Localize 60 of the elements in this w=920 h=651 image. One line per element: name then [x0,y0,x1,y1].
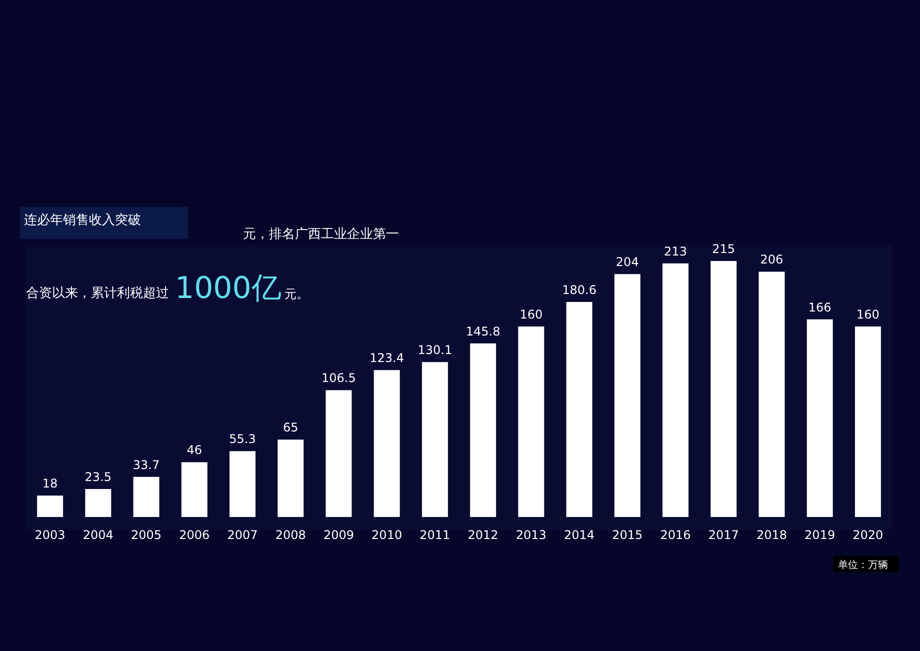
x-tick-label: 2019 [804,528,836,542]
data-label: 213 [664,244,687,258]
bar [278,440,304,517]
text: 元，排名广西工业企业第一 [243,227,399,242]
bar [422,362,448,517]
bar [614,274,640,517]
data-label: 18 [42,476,58,491]
x-tick-label: 2014 [564,528,595,542]
x-tick-label: 2005 [131,528,162,542]
bar [181,462,208,517]
bar [806,319,833,517]
data-label: 130.1 [418,343,452,358]
x-tick-label: 2009 [323,528,354,542]
data-label: 180.6 [562,282,596,297]
x-tick-label: 2020 [852,528,884,542]
data-label: 206 [760,252,784,267]
data-label: 33.7 [132,458,160,472]
data-label: 160 [856,307,880,322]
x-tick-label: 2006 [179,528,210,542]
bar [230,451,256,517]
bar [374,370,400,517]
x-tick-label: 2010 [372,528,402,542]
x-tick-label: 2003 [34,528,66,542]
x-tick-label: 2016 [660,528,691,542]
text: 连必年销售收入突破 [24,213,141,228]
data-label: 215 [712,242,736,256]
data-label: 166 [808,300,832,314]
x-tick-label: 2011 [420,528,450,542]
data-label: 65 [282,420,298,435]
x-tick-label: 2007 [227,528,258,542]
bar [37,496,64,517]
bar [854,326,881,517]
x-tick-label: 2012 [468,528,498,542]
data-label: 204 [616,255,639,270]
x-tick-label: 2013 [516,528,546,542]
x-tick-label: 2017 [708,528,739,542]
data-label: 160 [520,307,543,322]
bar [470,343,496,517]
data-label: 55.3 [229,432,256,446]
x-tick-label: 2018 [756,528,787,542]
x-tick-label: 2015 [612,528,643,542]
data-label: 123.4 [370,351,404,366]
data-label: 23.5 [84,470,112,484]
data-label: 145.8 [466,324,500,338]
annotation: 元。 [284,287,308,301]
text: 单位：万辆 [838,559,888,571]
bar [326,390,352,517]
bar [133,476,160,517]
bar [85,489,112,517]
data-label: 46 [186,443,202,458]
x-tick-label: 2004 [82,528,114,542]
bar [518,326,544,517]
x-tick-label: 2008 [275,528,306,542]
data-label: 106.5 [322,371,356,386]
annotation: 合资以来，累计利税超过 [26,286,169,301]
bar [662,263,688,517]
bar [566,302,592,517]
bar [710,261,737,517]
bar [758,272,785,517]
annotation: 1000亿 [175,271,282,306]
